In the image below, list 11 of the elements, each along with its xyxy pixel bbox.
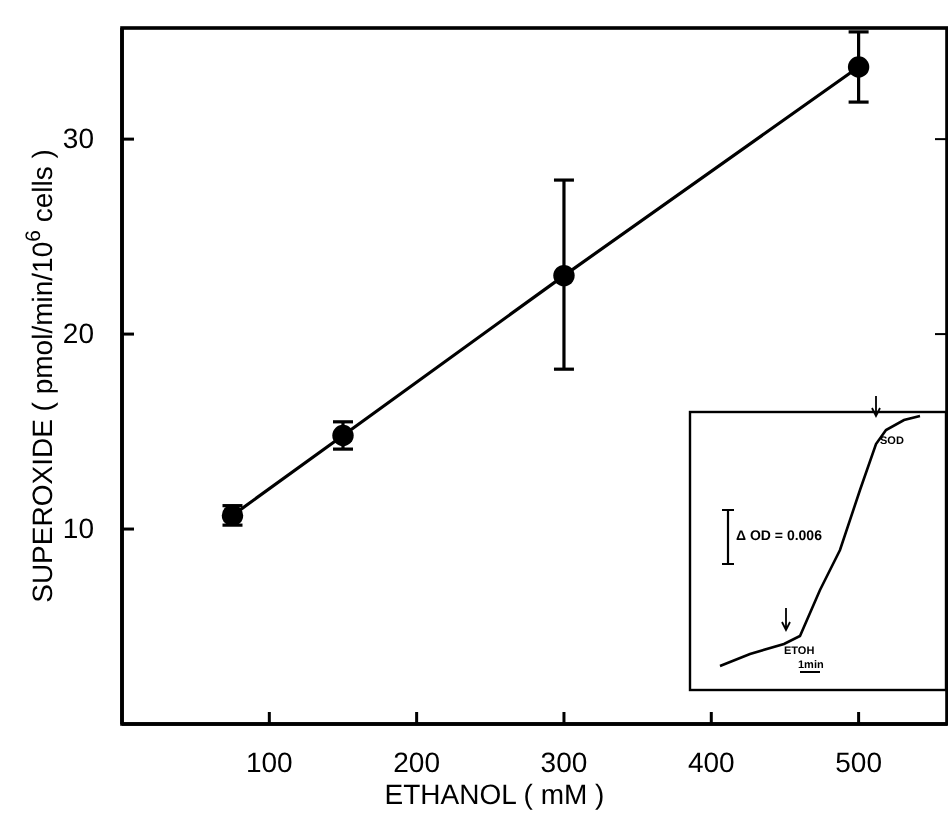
x-tick-label: 400 [687, 745, 736, 778]
y-tick-label: 30 [62, 122, 95, 155]
y-tick-label: 20 [62, 317, 95, 350]
x-tick-label: 300 [540, 745, 588, 778]
x-tick-label: 500 [835, 745, 883, 778]
y-tick-label: 10 [62, 512, 95, 544]
x-tick-label: 100 [245, 745, 294, 778]
x-axis-title: ETHANOL ( mM ) [384, 778, 605, 810]
point [847, 56, 870, 78]
point [553, 264, 575, 287]
x-tick-label: 200 [393, 745, 441, 778]
